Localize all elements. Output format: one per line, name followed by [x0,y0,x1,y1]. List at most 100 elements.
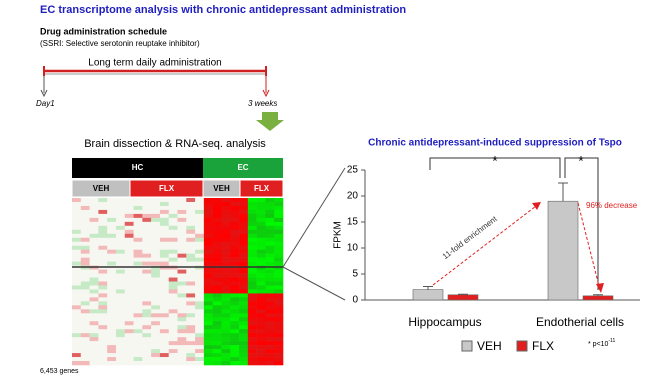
heat-cell [107,273,117,278]
heat-cell [265,353,275,358]
heat-cell [221,313,231,318]
heat-cell [256,217,266,223]
heat-cell [89,317,99,322]
heat-cell [186,345,196,350]
heat-cell [151,257,161,262]
heat-cell [115,289,126,294]
heat-cell [98,241,108,247]
heat-cell [159,198,170,203]
heat-cell [72,277,82,282]
heat-cell [142,225,152,231]
heatmap-title: Brain dissection & RNA-seq. analysis [84,138,266,150]
heat-cell [186,333,196,338]
heat-cell [203,249,213,254]
heat-cell [230,269,240,274]
heat-cell [89,205,99,211]
heat-cell [80,221,90,227]
heat-cell [265,285,275,290]
heat-cell [256,205,266,211]
heat-cell [89,229,99,235]
heat-cell [80,313,90,318]
heat-cell [230,198,240,203]
heat-cell [142,297,152,302]
heat-cell [195,198,205,203]
heat-cell [256,305,266,310]
heat-cell [221,341,231,346]
heat-cell [247,285,257,290]
heat-cell [195,213,205,219]
heat-cell [203,241,213,247]
heat-cell [274,225,284,231]
heat-cell [115,229,126,235]
heat-cell [168,349,178,354]
heat-cell [247,249,257,254]
heat-cell [115,277,126,282]
heat-cell [72,293,82,298]
heat-cell [115,237,126,243]
heat-cell [203,217,213,223]
heat-cell [142,277,152,282]
heat-cell [247,229,257,235]
heat-cell [195,237,205,243]
heat-cell [72,245,82,250]
heat-cell [72,361,82,366]
heat-cell [142,325,152,330]
heat-cell [159,309,170,314]
heat-cell [186,273,196,278]
heat-cell [230,289,240,294]
heat-cell [107,213,117,219]
end-label: 3 weeks [248,99,277,108]
heat-cell [177,353,187,358]
heat-cell [195,249,205,254]
heat-cell [212,277,222,282]
heat-cell [203,349,213,354]
heat-cell [212,341,222,346]
heat-cell [98,253,108,258]
heat-cell [151,297,161,302]
heat-cell [203,285,213,290]
heat-cell [107,305,117,310]
heat-cell [80,285,90,290]
heat-cell [107,233,117,239]
heat-cell [230,273,240,278]
heat-cell [168,245,178,250]
heat-cell [186,317,196,322]
heat-cell [256,225,266,231]
heat-cell [239,229,249,235]
heat-cell [151,341,161,346]
heat-cell [247,345,257,350]
heat-cell [239,305,249,310]
heat-cell [230,353,240,358]
heat-cell [177,269,187,274]
heat-cell [212,273,222,278]
heat-cell [212,317,222,322]
heat-cell [239,233,249,239]
heat-cell [89,353,99,358]
heat-cell [195,333,205,338]
heat-cell [98,297,108,302]
heat-cell [221,357,231,362]
heat-cell [151,329,161,334]
heat-cell [124,201,134,207]
heat-cell [142,201,152,207]
heat-cell [186,241,196,247]
heat-cell [124,341,134,346]
heat-cell [142,321,152,326]
heat-cell [115,221,126,227]
heat-cell [247,201,257,207]
heat-cell [265,209,275,215]
heat-cell [274,261,284,266]
heat-cell [80,261,90,266]
heat-cell [203,345,213,350]
heat-cell [115,301,126,306]
heat-cell [274,277,284,282]
start-label: Day1 [36,99,55,108]
schedule-heading: Drug administration schedule [40,26,167,36]
heat-cell [142,357,152,362]
heat-cell [247,233,257,239]
heat-cell [212,297,222,302]
heat-cell [239,289,249,294]
zoom-line [282,167,346,268]
heat-cell [247,217,257,223]
heat-cell [168,361,178,366]
